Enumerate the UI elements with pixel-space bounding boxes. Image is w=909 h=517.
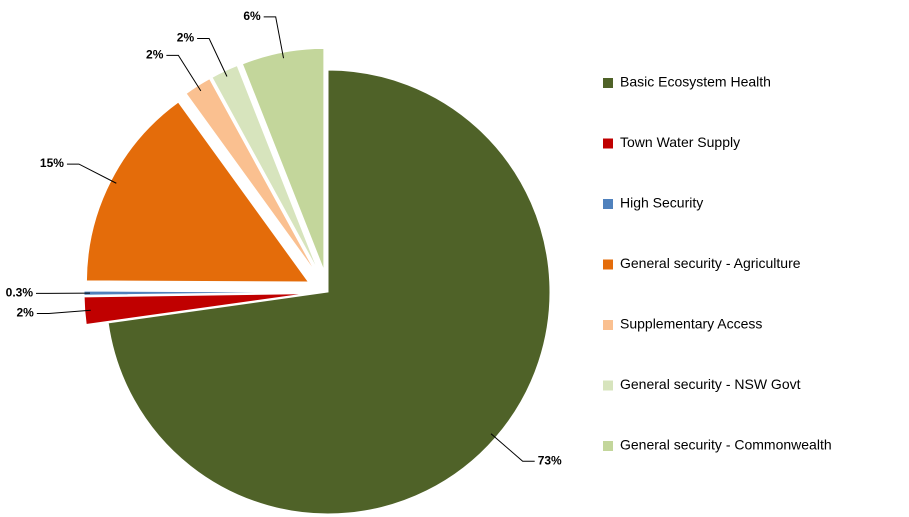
legend-label: Basic Ecosystem Health <box>620 74 771 90</box>
legend-label: General security - Commonwealth <box>620 437 832 453</box>
leader-line <box>490 433 535 462</box>
leader-line <box>166 54 202 92</box>
legend-swatch <box>603 78 613 88</box>
legend-label: Supplementary Access <box>620 316 762 332</box>
legend-swatch <box>603 259 613 270</box>
leader-line <box>66 163 117 184</box>
legend-label: High Security <box>620 195 703 211</box>
legend-swatch <box>603 199 613 209</box>
data-label: 2% <box>146 48 164 62</box>
leader-line <box>36 309 91 314</box>
data-label: 2% <box>16 306 34 320</box>
leader-line <box>197 37 228 77</box>
legend-swatch <box>603 320 613 330</box>
data-label: 2% <box>177 31 195 45</box>
data-label: 6% <box>243 9 261 23</box>
legend-label: Town Water Supply <box>620 134 740 150</box>
leader-line <box>263 16 285 59</box>
data-label: 73% <box>538 453 562 467</box>
legend-label: General security - NSW Govt <box>620 376 801 392</box>
legend-swatch <box>603 380 613 391</box>
data-label: 15% <box>40 156 64 170</box>
legend-swatch <box>603 138 613 149</box>
data-label: 0.3% <box>6 285 34 299</box>
legend-swatch <box>603 441 613 451</box>
legend-label: General security - Agriculture <box>620 255 801 271</box>
